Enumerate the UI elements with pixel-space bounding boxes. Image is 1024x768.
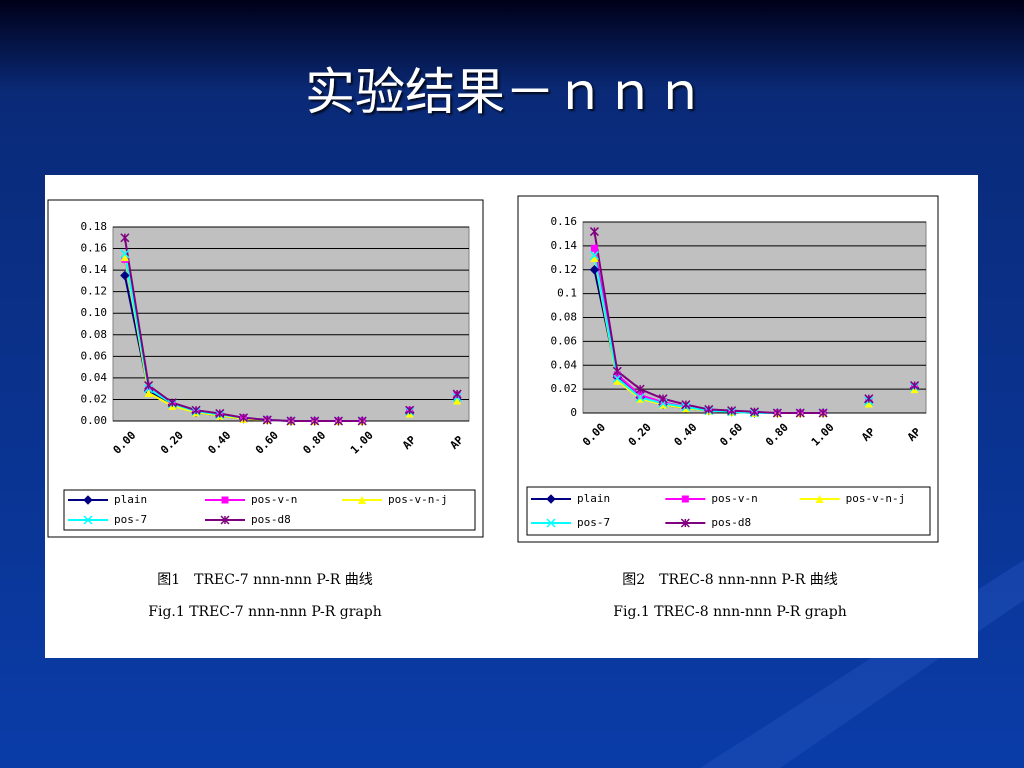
caption: 图2 TREC-8 nnn-nnn P-R 曲线 xyxy=(622,572,837,588)
legend-label: plain xyxy=(114,493,147,506)
legend-box xyxy=(63,489,476,531)
marker xyxy=(727,406,737,416)
marker xyxy=(83,515,93,525)
marker xyxy=(310,416,320,426)
marker xyxy=(120,270,130,281)
caption: Fig.1 TREC-8 nnn-nnn P-R graph xyxy=(613,604,847,620)
marker xyxy=(613,376,622,385)
y-tick-label: 0.04 xyxy=(81,371,108,384)
marker xyxy=(815,495,824,503)
y-tick-label: 0.16 xyxy=(81,242,108,255)
marker xyxy=(546,518,556,528)
marker xyxy=(452,389,462,399)
marker xyxy=(589,250,599,260)
y-tick-label: 0.10 xyxy=(81,306,108,319)
caption: 图1 TREC-7 nnn-nnn P-R 曲线 xyxy=(157,572,372,588)
y-tick-label: 0.14 xyxy=(551,239,578,252)
marker xyxy=(704,404,714,414)
y-tick-label: 0.06 xyxy=(81,349,108,362)
marker xyxy=(546,494,556,504)
marker xyxy=(144,388,153,397)
marker xyxy=(680,518,690,528)
legend-box xyxy=(526,486,931,536)
y-tick-label: 0.12 xyxy=(551,263,578,276)
legend-label: pos-v-n-j xyxy=(388,493,448,506)
marker xyxy=(658,394,668,404)
marker xyxy=(590,253,599,262)
marker xyxy=(220,515,230,525)
y-tick-label: 0.12 xyxy=(81,285,108,298)
y-tick-label: 0.02 xyxy=(551,382,578,395)
marker xyxy=(612,373,622,383)
marker xyxy=(635,384,645,394)
legend-label: pos-7 xyxy=(577,516,610,529)
marker xyxy=(749,407,760,417)
marker xyxy=(405,405,415,415)
marker xyxy=(144,380,154,390)
y-tick-label: 0.08 xyxy=(81,328,108,341)
marker xyxy=(681,495,689,503)
y-tick-label: 0.02 xyxy=(81,392,108,405)
legend-label: pos-v-n xyxy=(251,493,297,506)
y-tick-label: 0.18 xyxy=(81,220,108,233)
marker xyxy=(191,405,201,415)
marker xyxy=(357,416,367,426)
marker xyxy=(120,233,130,243)
y-tick-label: 0.16 xyxy=(551,215,578,228)
caption: Fig.1 TREC-7 nnn-nnn P-R graph xyxy=(148,604,382,620)
marker xyxy=(239,413,249,423)
marker xyxy=(589,227,599,237)
marker xyxy=(772,408,782,418)
marker xyxy=(286,416,296,426)
marker xyxy=(818,408,828,418)
legend-label: pos-d8 xyxy=(711,516,751,529)
marker xyxy=(795,408,805,418)
marker xyxy=(120,249,130,259)
marker xyxy=(636,394,645,403)
marker xyxy=(864,394,874,404)
marker xyxy=(910,381,920,391)
legend-label: plain xyxy=(577,492,610,505)
slide-title: 实验结果－ｎｎｎ xyxy=(305,63,705,121)
marker xyxy=(612,366,622,376)
y-tick-label: 0.00 xyxy=(81,414,108,427)
marker xyxy=(120,253,129,262)
y-tick-label: 0 xyxy=(570,406,577,419)
y-tick-label: 0.08 xyxy=(551,311,578,324)
marker xyxy=(333,416,343,426)
marker xyxy=(590,244,598,252)
marker xyxy=(681,400,691,410)
marker xyxy=(659,400,668,409)
y-tick-label: 0.06 xyxy=(551,334,578,347)
marker xyxy=(167,398,177,408)
plot-area xyxy=(112,226,470,422)
legend-label: pos-d8 xyxy=(251,513,291,526)
legend-label: pos-v-n-j xyxy=(846,492,906,505)
y-tick-label: 0.1 xyxy=(557,287,577,300)
marker xyxy=(635,392,645,403)
y-tick-label: 0.14 xyxy=(81,263,108,276)
marker xyxy=(589,265,600,275)
marker xyxy=(262,415,272,425)
legend-label: pos-v-n xyxy=(711,492,757,505)
y-tick-label: 0.04 xyxy=(551,358,578,371)
marker xyxy=(221,496,229,504)
marker xyxy=(453,396,462,405)
marker xyxy=(864,399,873,408)
marker xyxy=(83,495,93,505)
marker xyxy=(215,408,225,418)
legend-label: pos-7 xyxy=(114,513,147,526)
marker xyxy=(358,496,366,504)
